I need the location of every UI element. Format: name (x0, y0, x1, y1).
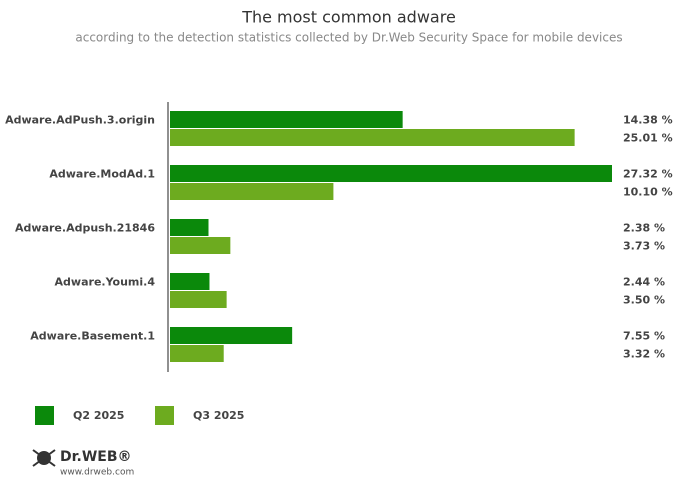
y-tick-label: Adware.Adpush.21846 (15, 222, 155, 235)
bar (170, 345, 224, 362)
bar (170, 291, 227, 308)
legend-swatch (35, 406, 54, 425)
value-label: 14.38 % (623, 114, 673, 127)
value-label: 27.32 % (623, 168, 673, 181)
legend-label: Q2 2025 (73, 409, 124, 422)
footer-url: www.drweb.com (60, 468, 134, 478)
y-tick-label: Adware.Youmi.4 (55, 276, 156, 289)
bar (170, 129, 575, 146)
bar (170, 219, 209, 236)
y-tick-label: Adware.ModAd.1 (49, 168, 155, 181)
y-tick-label: Adware.Basement.1 (30, 330, 155, 343)
value-label: 3.32 % (623, 348, 665, 361)
bar (170, 165, 612, 182)
value-label: 10.10 % (623, 186, 673, 199)
chart-title: The most common adware (241, 8, 456, 27)
bar (170, 237, 231, 254)
legend-swatch (155, 406, 174, 425)
bar (170, 273, 210, 290)
y-tick-label: Adware.AdPush.3.origin (5, 114, 155, 127)
value-label: 3.73 % (623, 240, 665, 253)
value-label: 3.50 % (623, 294, 665, 307)
value-label: 25.01 % (623, 132, 673, 145)
value-label: 2.38 % (623, 222, 665, 235)
bar (170, 183, 334, 200)
legend-label: Q3 2025 (193, 409, 244, 422)
chart-subtitle: according to the detection statistics co… (75, 31, 622, 45)
logo-icon (32, 449, 56, 467)
value-label: 2.44 % (623, 276, 665, 289)
bar (170, 327, 293, 344)
bar (170, 111, 403, 128)
logo-text: Dr.WEB® (60, 449, 132, 465)
value-label: 7.55 % (623, 330, 665, 343)
